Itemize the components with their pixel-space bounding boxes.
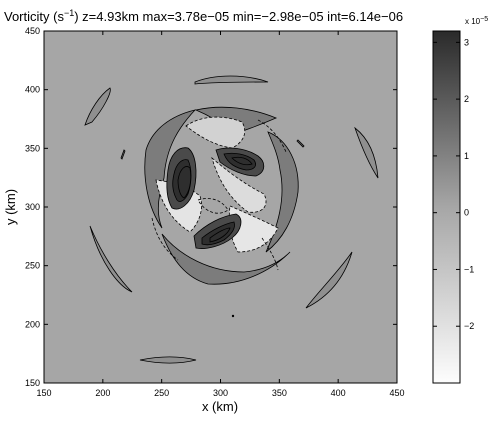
title-exponent: −1	[64, 8, 74, 18]
y-tick-label: 200	[25, 319, 40, 329]
colorbar-tick-label: 1	[464, 151, 469, 161]
dashed-contour-top-right	[257, 119, 287, 153]
contour-ring-left	[177, 166, 192, 199]
title-suffix: ) z=4.93km max=3.78e−05 min=−2.98e−05 in…	[74, 9, 403, 24]
colorbar-ticks: −2 −1 0 1 2 3	[433, 37, 474, 331]
y-tick-label: 250	[25, 261, 40, 271]
vorticity-contours	[84, 75, 379, 364]
chart-title: Vorticity (s−1) z=4.93km max=3.78e−05 mi…	[4, 8, 403, 24]
y-tick-label: 400	[25, 85, 40, 95]
colorbar-tick-label: −1	[464, 264, 474, 274]
x-tick-label: 250	[154, 388, 169, 398]
contour-ring-top	[231, 156, 253, 166]
colorbar-exponent: x 10−5	[465, 16, 488, 26]
arm-right	[265, 131, 299, 253]
title-prefix: Vorticity (s	[4, 9, 64, 24]
colorbar-tick-label: 3	[464, 37, 469, 47]
neg-region-center-right	[211, 156, 267, 213]
outer-band-bottom	[139, 356, 197, 364]
small-feature-bottom	[231, 314, 235, 318]
contour-ring-bottom	[209, 227, 231, 243]
core-lobe-left-inner	[172, 159, 192, 202]
y-axis-ticks: 150 200 250 300 350 400 450	[25, 26, 397, 388]
x-tick-label: 300	[213, 388, 228, 398]
outer-band-right-bottom	[305, 251, 353, 309]
dashed-contour-center	[197, 198, 229, 214]
outer-band-right-top	[354, 126, 379, 179]
x-tick-label: 350	[272, 388, 287, 398]
arm-bottom	[161, 233, 291, 285]
colorbar-exponent-power: −5	[480, 16, 488, 23]
x-tick-label: 150	[36, 388, 51, 398]
colorbar	[432, 30, 461, 384]
y-tick-label: 300	[25, 202, 40, 212]
outer-band-left	[89, 225, 133, 293]
colorbar-tick-label: 0	[464, 208, 469, 218]
colorbar-tick-label: −2	[464, 321, 474, 331]
y-tick-label: 350	[25, 143, 40, 153]
dashed-contour-left-lower	[151, 217, 179, 261]
x-tick-label: 400	[331, 388, 346, 398]
outer-band-top-left	[84, 87, 111, 126]
arm-left	[144, 109, 197, 229]
x-tick-label: 450	[389, 388, 404, 398]
x-axis-ticks: 150 200 250 300 350 400 450	[36, 31, 405, 398]
x-axis-label: x (km)	[202, 399, 238, 414]
y-tick-label: 150	[25, 378, 40, 388]
plot-area	[44, 31, 397, 383]
x-tick-label: 200	[95, 388, 110, 398]
neg-region-top	[185, 116, 246, 149]
colorbar-tick-label: 2	[464, 94, 469, 104]
small-feature-left	[120, 149, 126, 160]
small-feature-right	[296, 139, 305, 148]
y-tick-label: 450	[25, 26, 40, 36]
colorbar-exponent-base: x 10	[465, 17, 481, 26]
outer-band-top	[194, 75, 269, 85]
y-axis-label: y (km)	[3, 189, 18, 225]
core-lobe-top-inner	[223, 152, 256, 171]
